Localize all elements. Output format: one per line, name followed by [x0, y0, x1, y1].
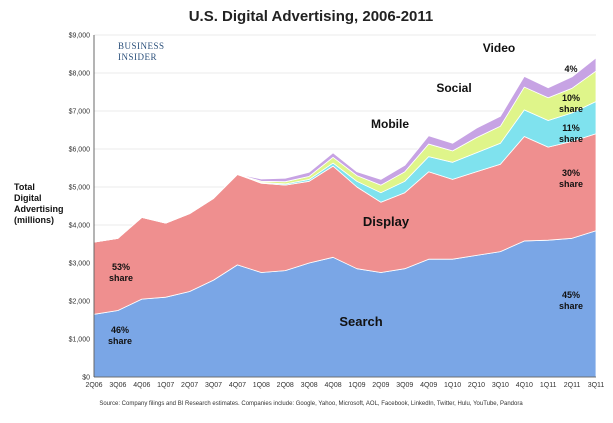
mobile-end-pct: 11%: [562, 123, 580, 133]
label-social: Social: [436, 81, 471, 95]
x-tick-label: 4Q06: [133, 382, 150, 389]
y-tick-label: $8,000: [69, 71, 91, 78]
search-end-word: share: [559, 301, 583, 311]
y-tick-label: $6,000: [69, 147, 91, 154]
label-display: Display: [363, 214, 410, 229]
logo-line-2: INSIDER: [118, 52, 157, 62]
y-tick-label: $4,000: [69, 223, 91, 230]
y-tick-label: $1,000: [69, 337, 91, 344]
x-tick-label: 1Q11: [540, 382, 557, 389]
x-tick-label: 3Q10: [492, 382, 509, 389]
x-tick-label: 3Q06: [109, 382, 126, 389]
display-end-word: share: [559, 179, 583, 189]
y-axis-label-line-4: (millions): [14, 215, 54, 225]
x-tick-label: 4Q10: [516, 382, 533, 389]
social-end-word: share: [559, 104, 583, 114]
x-tick-label: 3Q07: [205, 382, 222, 389]
x-tick-label: 4Q07: [229, 382, 246, 389]
logo-line-1: BUSINESS: [118, 41, 165, 51]
x-tick-label: 1Q09: [348, 382, 365, 389]
x-tick-label: 2Q07: [181, 382, 198, 389]
mobile-end-word: share: [559, 134, 583, 144]
series-annotations: Display Search Mobile Social Video 53% s…: [108, 41, 583, 346]
label-video: Video: [483, 41, 515, 55]
y-tick-label: $0: [82, 375, 90, 382]
x-tick-label: 4Q09: [420, 382, 437, 389]
video-end-pct: 4%: [564, 64, 577, 74]
y-tick-labels: $0 $1,000 $2,000 $3,000 $4,000 $5,000 $6,000 $7…: [69, 33, 91, 382]
label-mobile: Mobile: [371, 117, 409, 131]
y-tick-label: $9,000: [69, 33, 91, 40]
x-tick-label: 2Q10: [468, 382, 485, 389]
y-tick-label: $7,000: [69, 109, 91, 116]
x-tick-label: 3Q09: [396, 382, 413, 389]
y-axis-label-line-2: Digital: [14, 193, 42, 203]
x-tick-label: 4Q08: [324, 382, 341, 389]
y-axis-label-line-3: Advertising: [14, 204, 64, 214]
stacked-areas: [93, 57, 597, 378]
x-tick-label: 2Q09: [372, 382, 389, 389]
x-tick-label: 1Q08: [253, 382, 270, 389]
x-tick-label: 2Q08: [277, 382, 294, 389]
search-share-word: share: [108, 336, 132, 346]
x-tick-label: 2Q11: [564, 382, 581, 389]
x-tick-labels: 2Q06 3Q06 4Q06 1Q07 2Q07 3Q07 4Q07 1Q08 2Q08 3Q08…: [85, 382, 604, 389]
area-video: [93, 57, 597, 243]
axes: [93, 35, 596, 378]
search-end-pct: 45%: [562, 290, 580, 300]
display-end-pct: 30%: [562, 168, 580, 178]
search-share-pct: 46%: [111, 325, 129, 335]
y-tick-label: $3,000: [69, 261, 91, 268]
y-tick-label: $2,000: [69, 299, 91, 306]
social-end-pct: 10%: [562, 93, 580, 103]
y-tick-label: $5,000: [69, 185, 91, 192]
x-tick-label: 1Q10: [444, 382, 461, 389]
x-tick-label: 1Q07: [157, 382, 174, 389]
business-insider-logo: BUSINESS INSIDER: [118, 41, 165, 62]
source-note: Source: Company filings and BI Research …: [99, 401, 523, 407]
display-share-word: share: [109, 273, 133, 283]
x-tick-label: 2Q06: [85, 382, 102, 389]
x-tick-label: 3Q11: [588, 382, 605, 389]
x-tick-label: 3Q08: [301, 382, 318, 389]
y-axis-label-line-1: Total: [14, 182, 35, 192]
chart-title: U.S. Digital Advertising, 2006-2011: [189, 8, 434, 25]
y-axis-label: Total Digital Advertising (millions): [14, 182, 64, 225]
label-search: Search: [339, 314, 382, 329]
display-share-pct: 53%: [112, 262, 130, 272]
